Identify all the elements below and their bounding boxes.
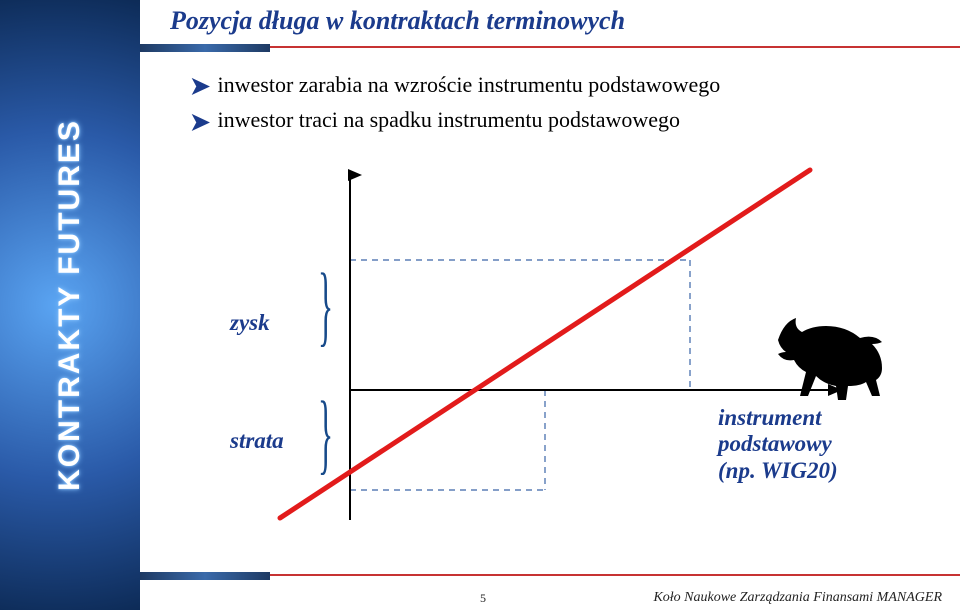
title-rule: [140, 46, 960, 58]
bullet-text: inwestor zarabia na wzroście instrumentu…: [218, 72, 721, 97]
slide: KONTRAKTY FUTURES Pozycja długa w kontra…: [0, 0, 960, 610]
bullet-text: inwestor traci na spadku instrumentu pod…: [218, 107, 681, 132]
bullet-item: ➤ inwestor traci na spadku instrumentu p…: [190, 107, 920, 136]
slide-title: Pozycja długa w kontraktach terminowych: [170, 6, 930, 36]
footer-text: Koło Naukowe Zarządzania Finansami MANAG…: [653, 590, 942, 606]
footer-rule: [140, 574, 960, 586]
bullet-list: ➤ inwestor zarabia na wzroście instrumen…: [190, 66, 920, 143]
bullet-arrow-icon: ➤: [190, 108, 212, 137]
payoff-chart: } } zysk strata instrument podstawowy (n…: [210, 150, 870, 530]
bullet-item: ➤ inwestor zarabia na wzroście instrumen…: [190, 72, 920, 101]
sidebar-title: KONTRAKTY FUTURES: [53, 119, 87, 491]
bullet-arrow-icon: ➤: [190, 72, 212, 101]
bull-icon: [770, 310, 890, 400]
page-number: 5: [480, 591, 486, 606]
sidebar: KONTRAKTY FUTURES: [0, 0, 140, 610]
